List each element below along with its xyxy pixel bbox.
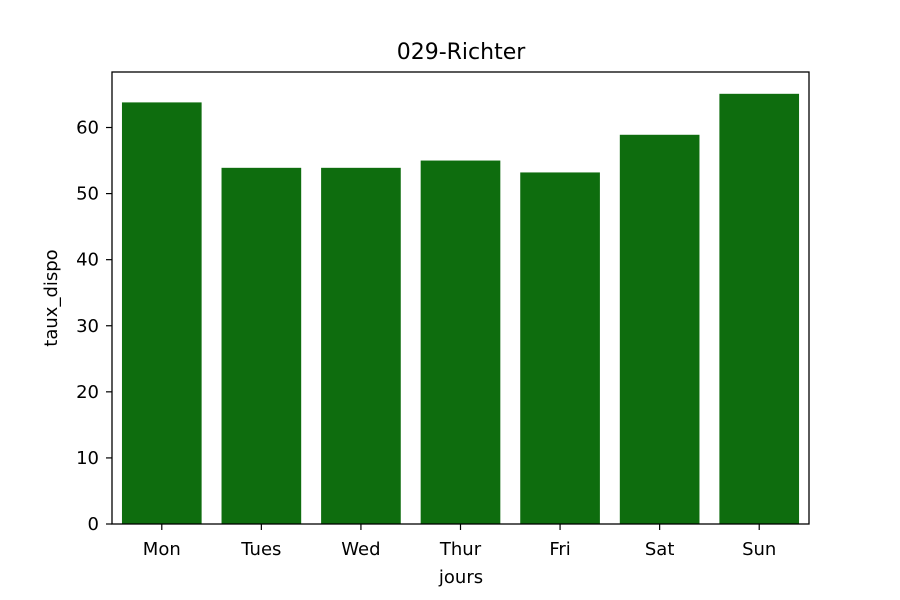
bar-mon [121,102,202,525]
y-tick-label: 40 [76,250,99,271]
y-tick-label: 20 [76,382,99,403]
x-axis-label: jours [438,567,483,588]
y-tick-label: 30 [76,316,99,337]
x-tick-label: Sat [645,539,675,560]
plot-frame [111,71,810,525]
y-tick-label: 50 [76,184,99,205]
bar-thur [420,160,501,525]
x-tick-label: Mon [143,539,181,560]
chart-title: 029-Richter [397,40,527,65]
bar-tues [221,167,302,524]
x-tick-label: Thur [439,539,482,560]
bar-sat [619,134,700,524]
y-axis-label: taux_dispo [41,249,62,346]
bar-fri [520,172,600,524]
bar-sun [719,93,800,524]
x-tick-label: Fri [549,539,570,560]
x-tick-label: Wed [341,539,380,560]
bar-wed [321,167,401,524]
y-tick-label: 60 [76,118,99,139]
x-axis-ticks: Mon Tues Wed Thur Fri Sat Sun [143,524,776,560]
x-tick-label: Sun [742,539,776,560]
y-tick-label: 0 [88,514,99,535]
x-tick-label: Tues [240,539,281,560]
y-tick-label: 10 [76,448,99,469]
bars-group [121,93,800,525]
y-axis-ticks: 0 10 20 30 40 50 60 [76,118,112,535]
